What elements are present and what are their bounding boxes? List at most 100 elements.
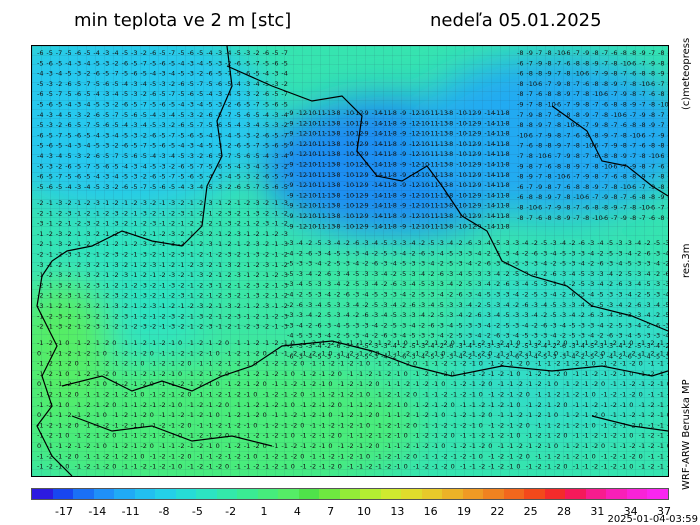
value-label: -1 bbox=[422, 391, 428, 399]
value-label: -2 bbox=[197, 292, 203, 300]
value-label: -1 bbox=[563, 421, 569, 429]
value-label: -1 bbox=[422, 421, 428, 429]
value-label: -2 bbox=[419, 321, 425, 329]
value-label: -1 bbox=[46, 209, 52, 217]
value-label: -6 bbox=[93, 152, 99, 160]
value-label: -9 bbox=[362, 222, 368, 230]
value-label: -9 bbox=[536, 59, 542, 67]
value-label: -2 bbox=[103, 339, 109, 347]
value-label: -4 bbox=[494, 352, 500, 360]
value-label: -4 bbox=[475, 291, 481, 299]
value-label: -1 bbox=[216, 271, 222, 279]
value-label: -1 bbox=[300, 432, 306, 440]
value-label: -2 bbox=[610, 421, 616, 429]
value-label: -2 bbox=[513, 301, 519, 309]
value-label: -12 bbox=[296, 140, 307, 148]
value-label: -2 bbox=[197, 432, 203, 440]
value-label: -2 bbox=[169, 121, 175, 129]
value-label: -3 bbox=[663, 352, 668, 360]
value-label: -1 bbox=[469, 442, 475, 450]
value-label: -1 bbox=[103, 312, 109, 320]
value-label: -3 bbox=[169, 323, 175, 331]
value-label: -11 bbox=[381, 181, 392, 189]
value-label: -2 bbox=[65, 240, 71, 248]
value-label: -5 bbox=[296, 342, 302, 350]
value-label: -5 bbox=[315, 352, 321, 360]
value-label: -2 bbox=[460, 442, 466, 450]
value-label: -3 bbox=[503, 239, 509, 247]
value-label: -2 bbox=[150, 251, 156, 259]
value-label: -1 bbox=[385, 411, 391, 419]
value-label: -3 bbox=[644, 332, 650, 340]
value-label: -2 bbox=[281, 292, 287, 300]
value-label: -1 bbox=[319, 421, 325, 429]
value-label: -1 bbox=[347, 432, 353, 440]
value-label: -1 bbox=[357, 370, 363, 378]
value-label: -1 bbox=[75, 199, 81, 207]
value-label: -1 bbox=[545, 360, 551, 368]
value-label: -3 bbox=[400, 321, 406, 329]
value-label: -7 bbox=[253, 183, 259, 191]
border-line-south-2 bbox=[71, 415, 273, 447]
value-label: -2 bbox=[306, 321, 312, 329]
value-label: -3 bbox=[65, 292, 71, 300]
value-label: -10 bbox=[592, 214, 603, 222]
value-label: -5 bbox=[122, 90, 128, 98]
value-label: -3 bbox=[46, 70, 52, 78]
value-label: -9 bbox=[362, 119, 368, 127]
value-label: -3 bbox=[187, 101, 193, 109]
value-label: -2 bbox=[663, 342, 668, 350]
value-label: -6 bbox=[103, 121, 109, 129]
value-label: -1 bbox=[131, 271, 137, 279]
value-label: -2 bbox=[366, 339, 372, 347]
value-label: -4 bbox=[56, 152, 62, 160]
value-label: 0 bbox=[291, 339, 295, 347]
value-label: -10 bbox=[456, 161, 467, 169]
value-label: -8 bbox=[620, 101, 626, 109]
value-label: -1 bbox=[159, 220, 165, 228]
value-label: 0 bbox=[150, 349, 154, 357]
value-label: -3 bbox=[244, 90, 250, 98]
value-label: -3 bbox=[159, 121, 165, 129]
value-label: -2 bbox=[37, 251, 43, 259]
value-label: -2 bbox=[328, 360, 334, 368]
value-label: -1 bbox=[159, 442, 165, 450]
value-label: -9 bbox=[564, 152, 570, 160]
value-label: -3 bbox=[56, 281, 62, 289]
value-label: -6 bbox=[658, 152, 664, 160]
value-label: -5 bbox=[225, 121, 231, 129]
value-label: -6 bbox=[150, 173, 156, 181]
value-label: -3 bbox=[353, 291, 359, 299]
value-label: -2 bbox=[498, 452, 504, 460]
value-label: -2 bbox=[592, 349, 598, 357]
value-label: -3 bbox=[362, 239, 368, 247]
value-label: -2 bbox=[573, 452, 579, 460]
value-label: -5 bbox=[84, 173, 90, 181]
value-label: -5 bbox=[244, 142, 250, 150]
value-label: -10 bbox=[573, 70, 584, 78]
value-label: -2 bbox=[169, 251, 175, 259]
value-label: -2 bbox=[216, 463, 222, 471]
value-label: -4 bbox=[362, 332, 368, 340]
value-label: -1 bbox=[413, 411, 419, 419]
value-label: -7 bbox=[667, 193, 668, 201]
value-label: -2 bbox=[588, 260, 594, 268]
value-label: -3 bbox=[296, 311, 302, 319]
value-label: -5 bbox=[187, 121, 193, 129]
value-label: -2 bbox=[244, 199, 250, 207]
value-label: -2 bbox=[253, 261, 259, 269]
value-label: -8 bbox=[583, 214, 589, 222]
value-label: -4 bbox=[234, 80, 240, 88]
value-label: -12 bbox=[466, 130, 477, 138]
value-label: -2 bbox=[498, 432, 504, 440]
value-label: -2 bbox=[253, 370, 259, 378]
value-label: -2 bbox=[385, 339, 391, 347]
value-label: -2 bbox=[667, 463, 668, 471]
value-label: 0 bbox=[263, 411, 267, 419]
value-label: -2 bbox=[187, 302, 193, 310]
value-label: -3 bbox=[296, 352, 302, 360]
value-label: -2 bbox=[103, 452, 109, 460]
value-label: -2 bbox=[513, 342, 519, 350]
value-label: -3 bbox=[75, 70, 81, 78]
value-label: -6 bbox=[536, 214, 542, 222]
